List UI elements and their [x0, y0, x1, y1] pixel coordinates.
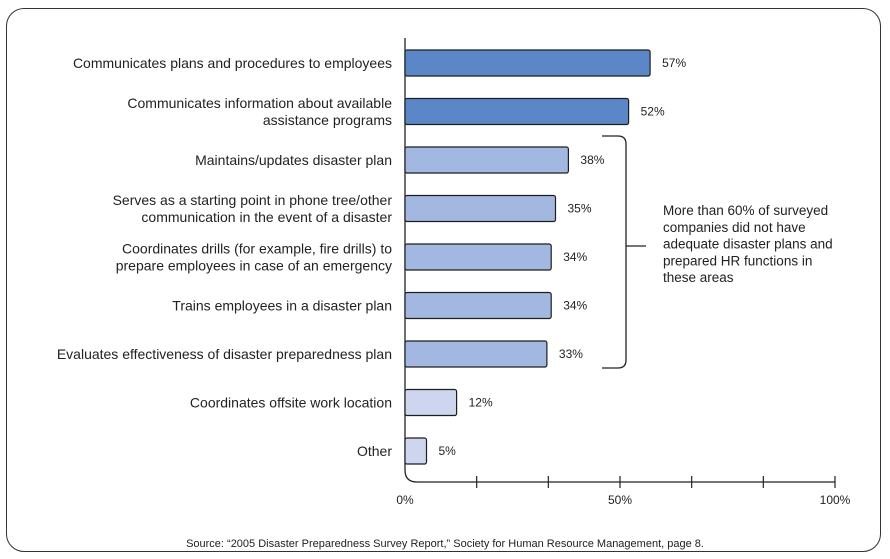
value-label: 33% [559, 347, 583, 361]
category-labels: Communicates plans and procedures to emp… [57, 55, 393, 459]
bar [404, 340, 548, 368]
value-label: 38% [580, 153, 604, 167]
bar [404, 146, 569, 174]
category-label: prepare employees in case of an emergenc… [116, 258, 392, 274]
annotation-text: More than 60% of surveyed [663, 203, 828, 218]
bar [404, 388, 458, 417]
value-label: 52% [641, 105, 665, 119]
x-tick-label: 100% [820, 493, 851, 507]
annotation-text: adequate disaster plans and [663, 237, 833, 252]
value-label: 35% [568, 202, 592, 216]
bar [404, 291, 552, 320]
value-label: 34% [563, 250, 587, 264]
bar [404, 49, 651, 77]
annotation: More than 60% of surveyed companies did n… [602, 135, 833, 369]
x-tick-label: 50% [608, 493, 632, 507]
x-tick-label: 0% [396, 493, 414, 507]
category-label: Maintains/updates disaster plan [195, 152, 392, 168]
value-label: 34% [563, 299, 587, 313]
annotation-text: prepared HR functions in [663, 253, 812, 268]
category-label: Trains employees in a disaster plan [172, 298, 392, 314]
bar [404, 97, 630, 126]
value-label: 57% [662, 56, 686, 70]
source-note: Source: “2005 Disaster Preparedness Surv… [186, 538, 704, 550]
annotation-text: these areas [663, 270, 734, 285]
category-label: Communicates plans and procedures to emp… [73, 55, 392, 71]
category-label: Serves as a starting point in phone tree… [113, 192, 393, 208]
category-label: Coordinates drills (for example, fire dr… [122, 241, 392, 257]
bar [404, 437, 428, 465]
category-label: assistance programs [263, 112, 392, 128]
value-label: 5% [439, 444, 457, 458]
bar [404, 243, 552, 271]
annotation-text: companies did not have [663, 220, 806, 235]
bars [404, 49, 651, 465]
value-label: 12% [469, 396, 493, 410]
bar [404, 194, 557, 223]
category-label: Coordinates offsite work location [190, 395, 392, 411]
axes: 0% 50% 100% [396, 38, 851, 507]
category-label: communication in the event of a disaster [141, 209, 392, 225]
category-label: Other [357, 443, 392, 459]
value-labels: 57% 52% 38% 35% 34% 34% 33% 12% 5% [439, 56, 687, 458]
category-label: Evaluates effectiveness of disaster prep… [57, 346, 392, 362]
category-label: Communicates information about available [127, 95, 392, 111]
annotation-bracket [602, 135, 627, 369]
axis-line [404, 38, 835, 483]
